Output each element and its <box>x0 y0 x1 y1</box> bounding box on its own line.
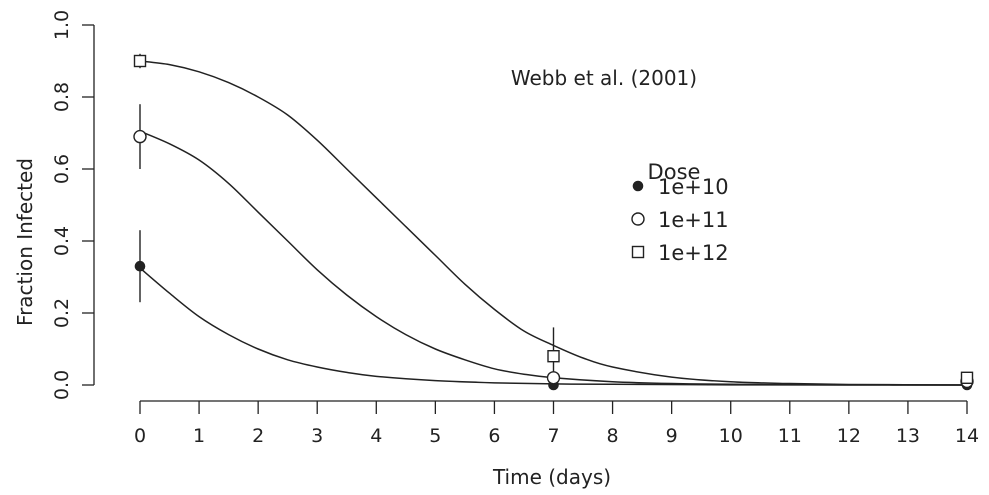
legend-marker-1e+10 <box>632 180 644 192</box>
y-tick-label: 0.2 <box>51 298 73 328</box>
x-tick-label: 11 <box>778 425 802 447</box>
legend: Dose 1e+10 1e+11 1e+12 <box>631 160 729 265</box>
x-tick-label: 12 <box>837 425 861 447</box>
x-tick-label: 2 <box>252 425 264 447</box>
data-point-1e+11 <box>133 129 147 144</box>
data-point-1e+10 <box>134 260 146 272</box>
x-tick-label: 13 <box>896 425 920 447</box>
x-tick-label: 1 <box>193 425 205 447</box>
x-tick-label: 5 <box>429 425 441 447</box>
x-tick-label: 3 <box>311 425 323 447</box>
y-tick-label: 0.0 <box>51 370 73 400</box>
data-point-1e+12 <box>133 54 147 68</box>
data-point-1e+12 <box>960 371 974 384</box>
x-tick-label: 14 <box>955 425 979 447</box>
chart-annotation: Webb et al. (2001) <box>511 66 697 90</box>
fit-curve-1e+11 <box>139 130 968 386</box>
x-tick-label: 6 <box>488 425 500 447</box>
x-tick-label: 0 <box>134 425 146 447</box>
x-axis: 0 1 2 3 4 5 6 7 8 9 10 11 12 13 14 <box>134 400 979 447</box>
legend-label: 1e+11 <box>658 208 729 232</box>
x-tick-label: 7 <box>547 425 559 447</box>
legend-marker-1e+12 <box>631 245 645 259</box>
y-axis-title: Fraction Infected <box>13 158 37 326</box>
legend-label: 1e+10 <box>658 175 729 199</box>
x-tick-label: 4 <box>370 425 382 447</box>
fitted-curves <box>139 60 968 386</box>
y-tick-label: 1.0 <box>51 10 73 40</box>
y-tick-label: 0.6 <box>51 154 73 184</box>
legend-title: Dose <box>648 160 701 184</box>
y-axis: 0.0 0.2 0.4 0.6 0.8 1.0 <box>51 10 95 400</box>
x-axis-title: Time (days) <box>492 465 611 489</box>
y-tick-label: 0.4 <box>51 226 73 256</box>
fit-curve-1e+12 <box>139 60 968 386</box>
data-point-1e+12 <box>547 350 560 363</box>
x-tick-label: 9 <box>666 425 678 447</box>
legend-label: 1e+12 <box>658 241 729 265</box>
x-tick-label: 10 <box>719 425 743 447</box>
y-tick-label: 0.8 <box>51 82 73 112</box>
error-bars <box>139 53 555 385</box>
legend-marker-1e+11 <box>631 212 645 226</box>
data-points <box>133 54 974 391</box>
x-tick-label: 8 <box>607 425 619 447</box>
data-point-1e+11 <box>546 371 561 385</box>
